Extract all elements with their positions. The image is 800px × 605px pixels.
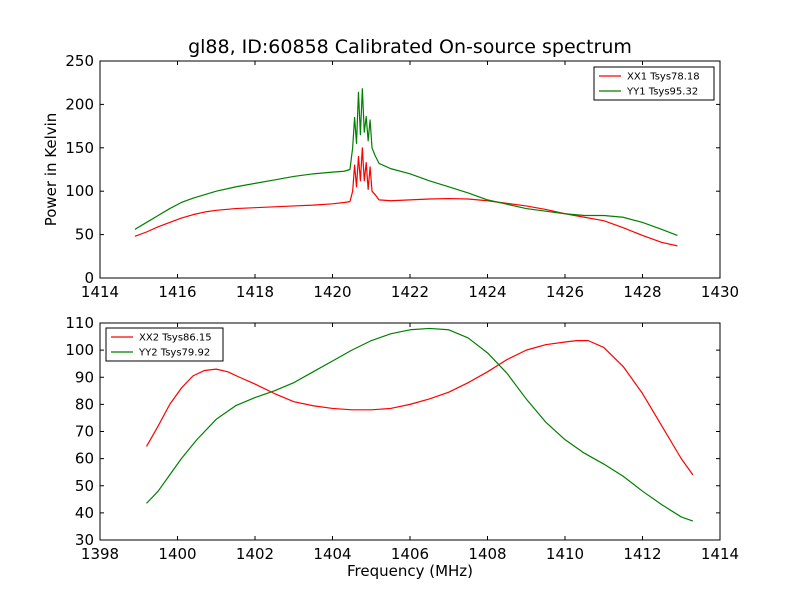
legend-label: YY1 Tsys95.32 (626, 87, 698, 98)
x-tick-label: 1430 (701, 283, 739, 301)
y-tick-label: 200 (65, 95, 94, 113)
x-tick-label: 1428 (623, 283, 661, 301)
x-tick-label: 1422 (391, 283, 429, 301)
x-tick-label: 1416 (158, 283, 196, 301)
y-tick-label: 30 (75, 531, 94, 549)
series-line-1 (145, 340, 694, 476)
x-tick-label: 1410 (546, 545, 584, 563)
legend-label: XX1 Tsys78.18 (627, 72, 700, 83)
legend: XX1 Tsys78.18 YY1 Tsys95.32 (593, 66, 715, 101)
y-tick-label: 50 (75, 477, 94, 495)
legend-label: YY2 Tsys79.92 (138, 348, 210, 359)
x-tick-label: 1398 (81, 545, 119, 563)
x-tick-label: 1406 (391, 545, 429, 563)
y-axis-label: Power in Kelvin (42, 113, 60, 227)
y-tick-label: 110 (65, 314, 94, 332)
x-tick-label: 1426 (546, 283, 584, 301)
legend: XX2 Tsys86.15 YY2 Tsys79.92 (105, 327, 224, 362)
y-tick-label: 100 (65, 182, 94, 200)
x-tick-label: 1404 (313, 545, 351, 563)
chart-title: gl88, ID:60858 Calibrated On-source spec… (188, 36, 632, 58)
y-tick-label: 80 (75, 395, 94, 413)
y-tick-label: 50 (75, 226, 94, 244)
panel-2: 1398 1400 1402 1404 1406 1408 1410 1412 1414 30 40… (65, 314, 739, 580)
y-tick-label: 70 (75, 423, 94, 441)
y-tick-label: 60 (75, 450, 94, 468)
x-tick-label: 1420 (313, 283, 351, 301)
legend-box (105, 327, 224, 362)
y-tick-label: 150 (65, 139, 94, 157)
y-tick-label: 250 (65, 52, 94, 70)
y-tick-label: 0 (84, 269, 94, 287)
x-tick-label: 1424 (468, 283, 506, 301)
x-tick-label: 1414 (81, 283, 119, 301)
x-tick-label: 1408 (468, 545, 506, 563)
y-tick-label: 100 (65, 341, 94, 359)
x-tick-label: 1414 (701, 545, 739, 563)
x-tick-label: 1418 (236, 283, 274, 301)
legend-box (593, 66, 715, 101)
y-tick-label: 90 (75, 368, 94, 386)
series-line-2 (146, 327, 694, 522)
y-tick-label: 40 (75, 504, 94, 522)
series-line-2 (134, 88, 678, 237)
x-tick-label: 1412 (623, 545, 661, 563)
x-tick-label: 1400 (158, 545, 196, 563)
x-tick-label: 1402 (236, 545, 274, 563)
series-line-1 (134, 147, 678, 247)
legend-label: XX2 Tsys86.15 (139, 333, 212, 344)
panel-1: 1414 1416 1418 1420 1422 1424 1426 1428 1430 0 50 1… (42, 52, 739, 301)
x-axis-label: Frequency (MHz) (347, 562, 473, 580)
